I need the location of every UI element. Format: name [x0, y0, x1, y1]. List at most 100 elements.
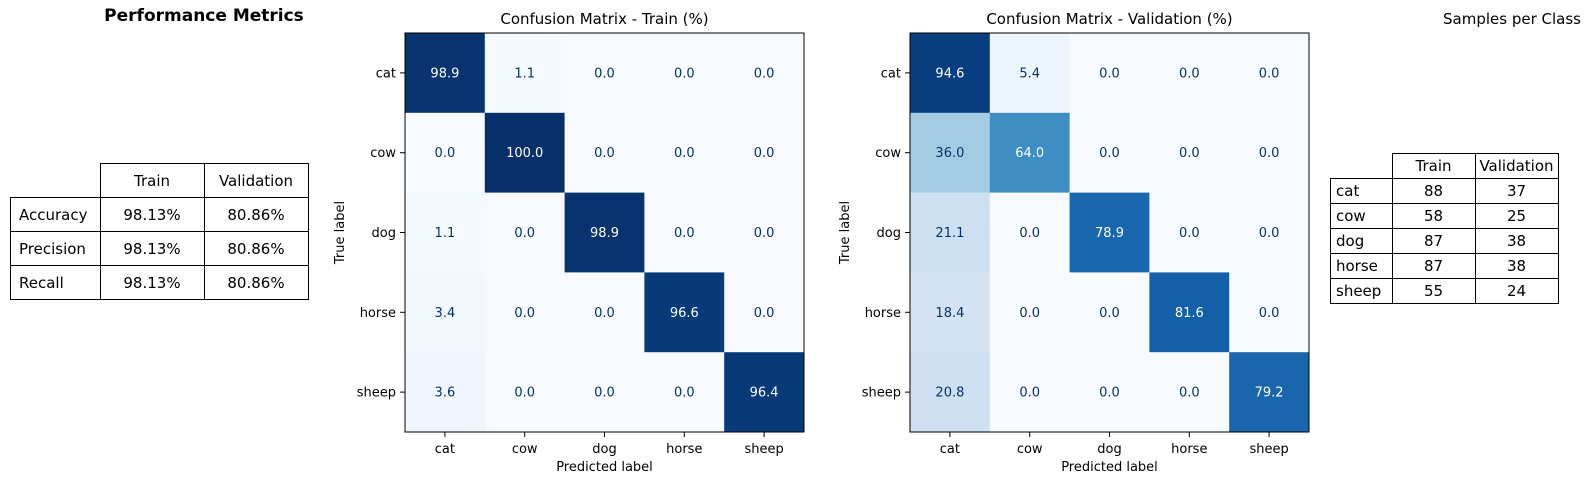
- y-tick-label: horse: [865, 306, 901, 321]
- heatmap-cell: [1149, 272, 1230, 353]
- x-axis-label: Predicted label: [556, 460, 653, 475]
- samples-header-blank: [1331, 154, 1393, 179]
- cell-value-label: 96.4: [750, 386, 779, 401]
- cell-value-label: 0.0: [514, 386, 535, 401]
- cell-value-label: 0.0: [1179, 66, 1200, 81]
- samples-cell-validation: 24: [1474, 278, 1559, 304]
- cell-value-label: 0.0: [754, 66, 775, 81]
- metrics-row-label: Recall: [10, 265, 101, 300]
- heatmap-cell: [484, 33, 566, 114]
- samples-cell-train: 87: [1391, 253, 1476, 279]
- heatmap-cell: [484, 272, 566, 353]
- samples-col-validation: Validation: [1474, 153, 1559, 179]
- samples-cell-train: 55: [1391, 278, 1476, 304]
- y-tick-label: dog: [372, 226, 396, 241]
- heatmap-cell: [564, 192, 645, 273]
- cell-value-label: 0.0: [1179, 386, 1200, 401]
- heatmap-cell: [1229, 112, 1310, 194]
- cell-value-label: 0.0: [754, 226, 775, 241]
- cell-value-label: 0.0: [674, 66, 695, 81]
- samples-cell-validation: 37: [1474, 178, 1559, 204]
- samples-header-row: Train Validation: [1331, 153, 1559, 179]
- cell-value-label: 5.4: [1019, 66, 1040, 81]
- x-tick-label: sheep: [1249, 442, 1288, 457]
- cell-value-label: 0.0: [514, 306, 535, 321]
- heatmap-cell: [484, 192, 566, 273]
- heatmap-cell: [989, 112, 1071, 194]
- samples-row-label: sheep: [1330, 278, 1393, 304]
- metrics-cell-train: 98.13%: [99, 265, 205, 300]
- heatmap-cell: [724, 33, 805, 114]
- cell-value-label: 79.2: [1255, 386, 1284, 401]
- cell-value-label: 0.0: [1259, 146, 1280, 161]
- samples-cell-validation: 38: [1474, 253, 1559, 279]
- cell-value-label: 0.0: [1179, 226, 1200, 241]
- cell-value-label: 0.0: [594, 66, 615, 81]
- heatmap-cell: [1149, 192, 1230, 273]
- heatmap-cell: [910, 192, 991, 273]
- cell-value-label: 21.1: [935, 226, 964, 241]
- metrics-row-precision: Precision 98.13% 80.86%: [10, 231, 309, 266]
- heatmap-cell: [1229, 352, 1310, 433]
- samples-table: Train Validation cat 88 37 cow 58 25 dog…: [1330, 153, 1559, 304]
- cell-value-label: 94.6: [935, 66, 964, 81]
- cell-value-label: 0.0: [1019, 386, 1040, 401]
- chart-title: Confusion Matrix - Validation (%): [986, 10, 1232, 28]
- y-axis-label: True label: [838, 201, 853, 265]
- cell-value-label: 0.0: [435, 146, 456, 161]
- heatmap-cell: [1149, 112, 1230, 194]
- cell-value-label: 0.0: [1099, 66, 1120, 81]
- cell-value-label: 0.0: [1019, 306, 1040, 321]
- heatmap-cell: [1149, 352, 1230, 433]
- x-tick-label: cat: [940, 442, 960, 457]
- heatmap-cell: [1069, 272, 1150, 353]
- heatmap-cell: [564, 112, 645, 194]
- samples-cell-validation: 38: [1474, 228, 1559, 254]
- x-tick-label: horse: [1171, 442, 1207, 457]
- heatmap-cell: [405, 33, 486, 114]
- samples-row-label: horse: [1330, 253, 1393, 279]
- cell-value-label: 0.0: [1259, 66, 1280, 81]
- heatmap-cell: [1069, 192, 1150, 273]
- cell-value-label: 96.6: [670, 306, 699, 321]
- metrics-cell-train: 98.13%: [99, 231, 205, 266]
- x-tick-label: cow: [1017, 442, 1043, 457]
- heatmap-cell: [989, 352, 1071, 433]
- metrics-row-recall: Recall 98.13% 80.86%: [10, 265, 309, 300]
- cell-value-label: 0.0: [1259, 306, 1280, 321]
- cell-value-label: 18.4: [935, 306, 964, 321]
- x-tick-label: dog: [592, 442, 616, 457]
- samples-row-label: cow: [1330, 203, 1393, 229]
- metrics-cell-validation: 80.86%: [203, 197, 309, 232]
- heatmap-cell: [564, 33, 645, 114]
- samples-row-cat: cat 88 37: [1330, 178, 1559, 204]
- heatmap-cell: [724, 192, 805, 273]
- metrics-table: Train Validation Accuracy 98.13% 80.86% …: [10, 163, 309, 300]
- heatmap-cell: [1229, 33, 1310, 114]
- y-tick-label: sheep: [357, 386, 396, 401]
- heatmap-cell: [644, 192, 725, 273]
- y-tick-label: cow: [370, 146, 396, 161]
- cell-value-label: 0.0: [754, 306, 775, 321]
- heatmap-cell: [989, 272, 1071, 353]
- cell-value-label: 0.0: [1099, 386, 1120, 401]
- x-tick-label: cat: [435, 442, 455, 457]
- cell-value-label: 98.9: [590, 226, 619, 241]
- metrics-cell-validation: 80.86%: [203, 265, 309, 300]
- metrics-row-label: Accuracy: [10, 197, 101, 232]
- metrics-cell-validation: 80.86%: [203, 231, 309, 266]
- heatmap-cell: [484, 352, 566, 433]
- heatmap-cell: [989, 33, 1071, 114]
- samples-cell-validation: 25: [1474, 203, 1559, 229]
- heatmap-cell: [1229, 192, 1310, 273]
- heatmap-cell: [724, 272, 805, 353]
- cell-value-label: 0.0: [594, 146, 615, 161]
- heatmap-cell: [1069, 352, 1150, 433]
- heatmap-cell: [910, 352, 991, 433]
- cell-value-label: 78.9: [1095, 226, 1124, 241]
- heatmap-cell: [910, 112, 991, 194]
- heatmap-cell: [644, 112, 725, 194]
- cell-value-label: 0.0: [1019, 226, 1040, 241]
- x-tick-label: horse: [666, 442, 702, 457]
- heatmap-cell: [1069, 112, 1150, 194]
